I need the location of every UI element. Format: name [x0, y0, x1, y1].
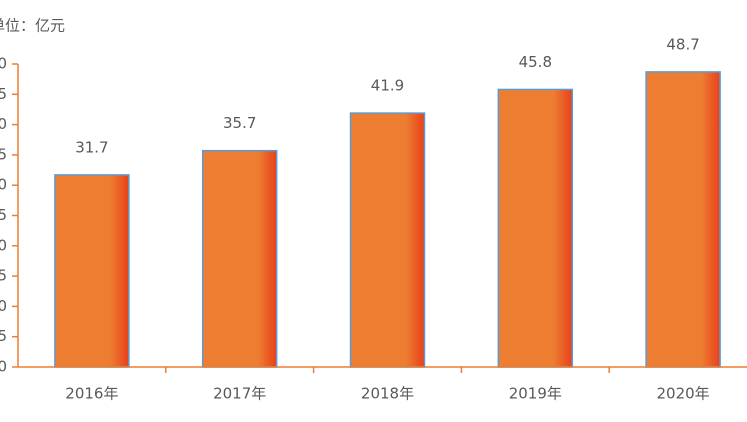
x-tick-label: 2019年	[509, 385, 562, 403]
y-tick-label: 30	[0, 176, 7, 194]
x-tick-label: 2016年	[65, 385, 118, 403]
bar	[201, 149, 278, 368]
x-tick-label: 2020年	[657, 385, 710, 403]
y-tick-label: 45	[0, 85, 7, 103]
bar	[54, 174, 130, 368]
y-tick-label: 15	[0, 267, 7, 285]
value-label: 35.7	[223, 114, 256, 132]
y-tick-label: 25	[0, 206, 7, 224]
y-tick-label: 40	[0, 115, 7, 133]
value-label: 45.8	[519, 53, 552, 71]
y-tick-label: 5	[0, 327, 7, 345]
chart-title: 单位：亿元	[0, 17, 65, 35]
bar	[645, 71, 721, 368]
y-tick-label: 50	[0, 55, 7, 73]
x-tick-label: 2018年	[361, 385, 414, 403]
bar	[497, 88, 574, 368]
y-tick-label: 20	[0, 236, 7, 254]
value-label: 41.9	[371, 77, 404, 95]
y-tick-label: 10	[0, 297, 7, 315]
value-label: 31.7	[75, 138, 108, 156]
y-tick-label: 0	[0, 358, 7, 376]
bar	[349, 112, 426, 368]
value-label: 48.7	[666, 35, 699, 53]
y-tick-label: 35	[0, 145, 7, 163]
x-tick-label: 2017年	[213, 385, 266, 403]
